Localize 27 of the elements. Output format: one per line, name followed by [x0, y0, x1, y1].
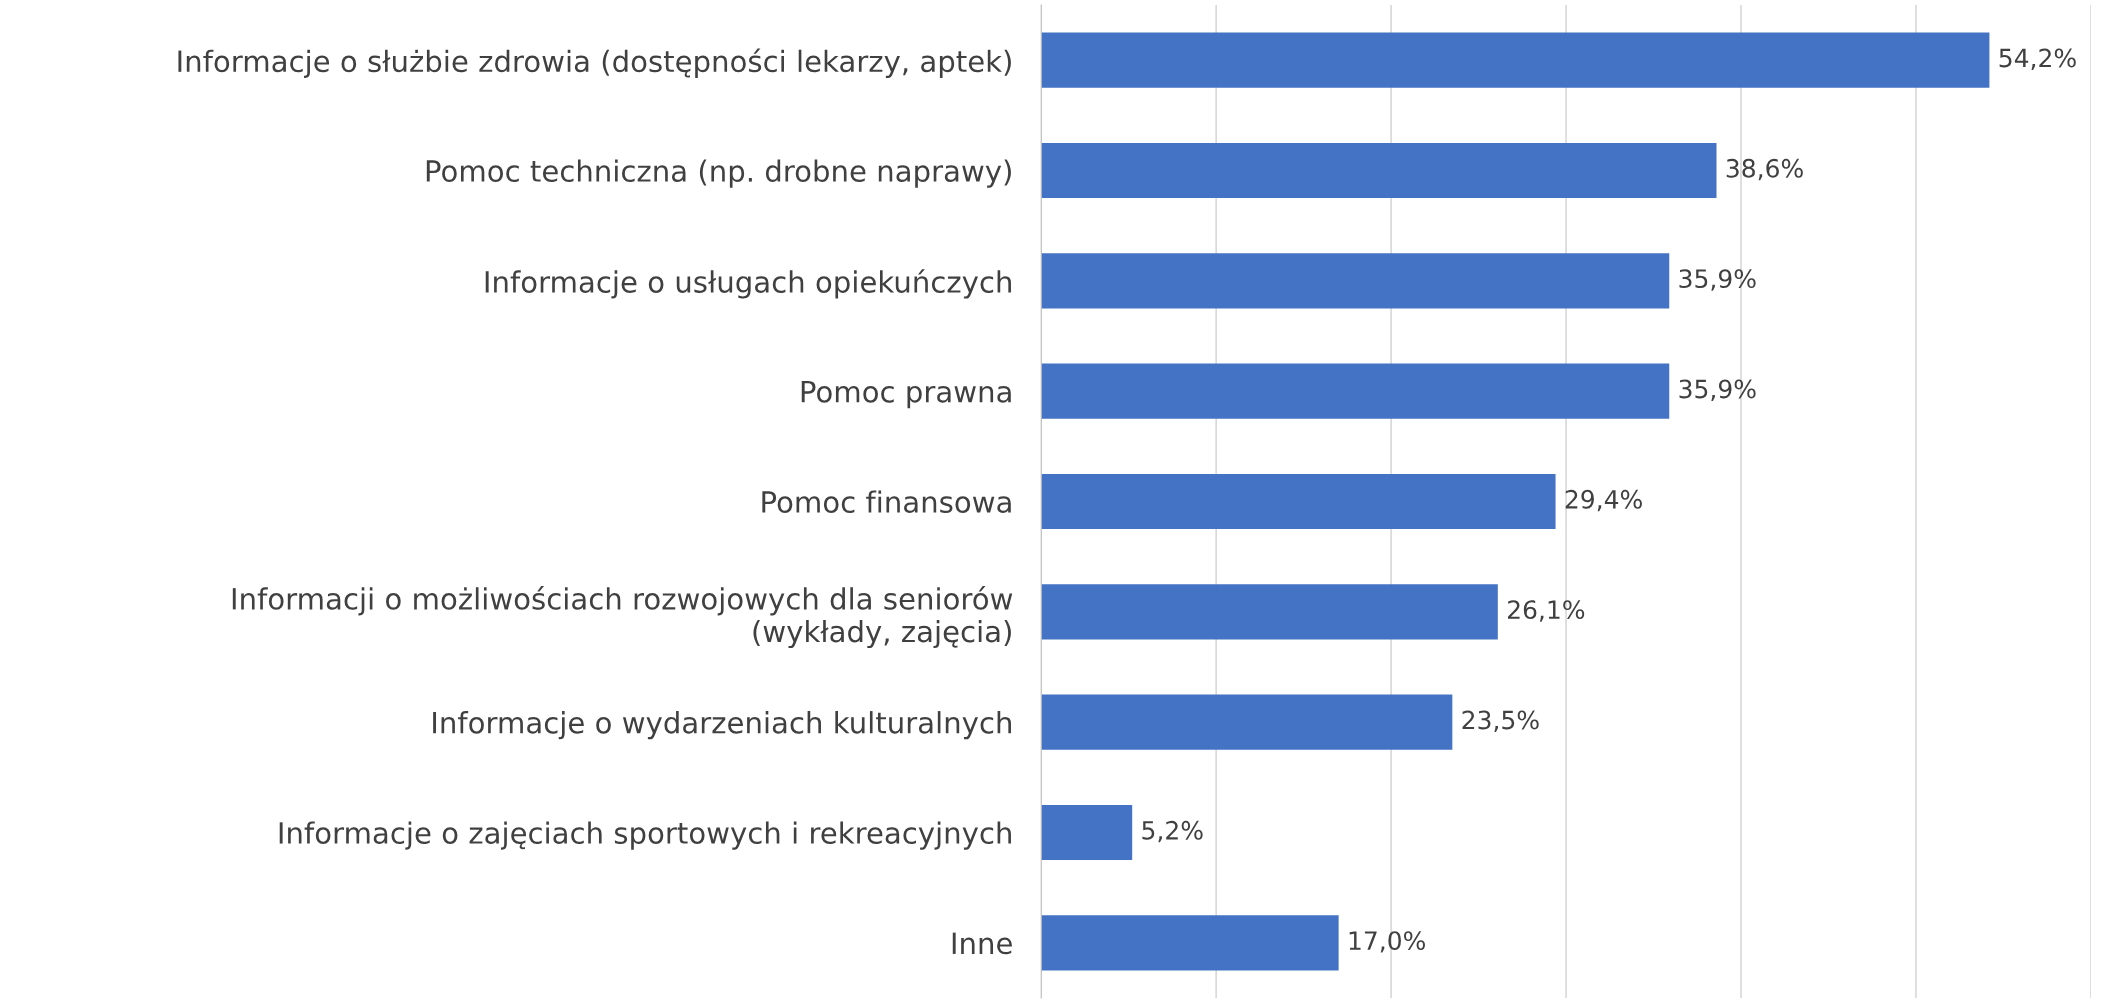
bar: [1041, 584, 1498, 640]
y-tick-label: Pomoc prawna: [801, 380, 1011, 409]
bar: [1041, 804, 1133, 861]
data-label: 54,2%: [1999, 48, 2076, 70]
bar: [1041, 694, 1453, 750]
y-tick-label: Informacje o służbie zdrowia (dostępności lekarzy, aptek): [178, 48, 1011, 78]
y-tick-label: Pomoc finansowa: [762, 490, 1011, 513]
data-label: 26,1%: [1507, 600, 1585, 622]
data-label: 35,9%: [1679, 379, 1756, 401]
bar: [1041, 142, 1717, 199]
bar: [1041, 473, 1556, 530]
data-label: 23,5%: [1462, 710, 1539, 732]
y-tick-label: Informacje o wydarzeniach kulturalnych: [433, 711, 1011, 740]
bar: [1041, 915, 1339, 971]
data-label: 17,0%: [1349, 931, 1425, 953]
y-tick-label: Inne: [952, 932, 1012, 955]
y-tick-label: Informacje o zajęciach sportowych i rekreacyjnych: [279, 821, 1011, 850]
data-label: 38,6%: [1726, 158, 1803, 181]
data-label: 5,2%: [1142, 820, 1203, 843]
bar: [1041, 253, 1670, 309]
y-tick-label: Pomoc techniczna (np. drobne naprawy): [426, 159, 1011, 188]
bar: [1041, 32, 1990, 88]
data-label: 35,9%: [1679, 269, 1756, 291]
y-tick-label: Informacji o możliwościach rozwojowych dla seniorów (wykłady, zajęcia): [232, 586, 1013, 649]
data-label: 29,4%: [1565, 489, 1642, 512]
bar: [1041, 363, 1670, 419]
y-tick-label: Informacje o usługach opiekuńczych: [485, 269, 1011, 299]
